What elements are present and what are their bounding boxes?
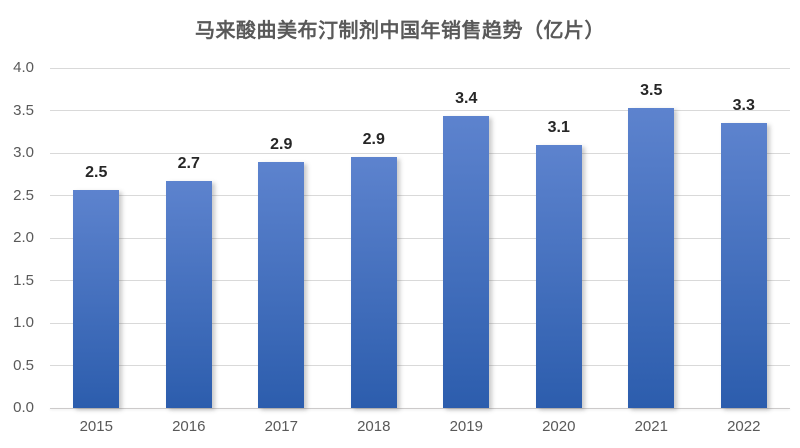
y-axis-tick-label: 3.5 (13, 101, 34, 119)
gridline (50, 195, 790, 196)
bar-value-label: 3.5 (640, 81, 663, 99)
bar-value-label: 2.9 (270, 136, 293, 154)
bar-2018 (350, 157, 397, 408)
x-axis-label: 2019 (449, 418, 483, 435)
y-axis-tick-label: 1.5 (13, 271, 34, 289)
y-axis-tick-label: 0.0 (13, 399, 34, 416)
y-axis-tick-label: 0.5 (13, 356, 34, 374)
bar-2017 (258, 162, 305, 408)
gridline (50, 152, 790, 154)
bar-value-label: 3.4 (455, 89, 478, 107)
y-axis-tick-label: 4.0 (13, 59, 34, 76)
gridline (50, 110, 790, 111)
x-axis-label: 2022 (727, 418, 761, 435)
bar-2015 (73, 190, 120, 408)
y-axis-tick-label: 2.5 (13, 186, 34, 204)
y-axis-tick-label: 2.0 (13, 229, 34, 246)
gridline (50, 67, 790, 69)
bar-value-label: 2.5 (85, 164, 108, 182)
x-axis-label: 2016 (172, 418, 206, 435)
bar-2019 (443, 115, 490, 408)
x-axis-label: 2021 (634, 418, 668, 435)
x-axis-label: 2020 (542, 418, 576, 435)
x-axis-label: 2017 (264, 418, 298, 435)
x-axis-label: 2015 (79, 418, 113, 435)
bar-value-label: 2.7 (177, 155, 200, 173)
chart-title: 马来酸曲美布汀制剂中国年销售趋势（亿片） (195, 20, 605, 42)
bar-2016 (165, 181, 212, 408)
x-axis-label: 2018 (357, 418, 391, 435)
bar-value-label: 3.1 (547, 118, 570, 136)
gridline (50, 280, 790, 281)
y-axis-tick-label: 1.0 (13, 314, 34, 331)
x-axis-line (50, 407, 790, 409)
gridline (50, 365, 790, 366)
bar-2021 (628, 107, 675, 408)
bar-value-label: 2.9 (362, 131, 385, 149)
y-axis-tick-label: 3.0 (13, 144, 34, 161)
gridline (50, 237, 790, 239)
gridline (50, 322, 790, 324)
bar-value-label: 3.3 (732, 97, 755, 115)
bar-2020 (535, 144, 582, 408)
bar-2022 (720, 123, 767, 408)
